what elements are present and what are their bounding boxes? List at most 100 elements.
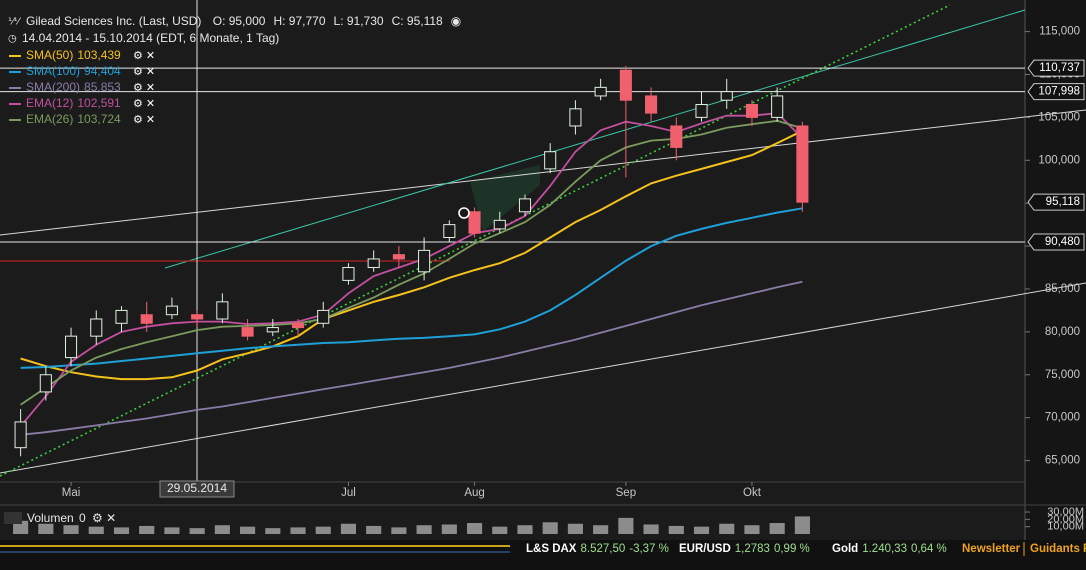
trend-line [0, 4, 951, 477]
volume-reading: 0 [79, 511, 86, 525]
ticker-item[interactable]: L&S DAX 8.527,50 -3,37 % [526, 543, 669, 555]
legend-controls[interactable]: ⚙ ✕ [133, 98, 155, 110]
volume-tick-label: 20,00M [1047, 513, 1084, 525]
candle-body [90, 318, 103, 337]
volume-bar [668, 525, 684, 534]
last-price-tag-label: 95,118 [1046, 196, 1080, 208]
y-tick-label: 70,000 [1045, 412, 1080, 424]
volume-bar [340, 523, 357, 534]
legend-name: SMA(50) [26, 48, 73, 62]
legend-name: EMA(26) [26, 112, 73, 126]
legend-name: EMA(12) [26, 96, 73, 110]
candle-body [619, 69, 632, 101]
ticker: L&S DAX 8.527,50 -3,37 % EUR/USD 1,2783 0,99 … [526, 542, 1086, 556]
y-tick-label: 85,000 [1045, 283, 1080, 295]
volume-bar [265, 528, 281, 534]
candle-body [216, 301, 229, 320]
x-tick-label: Aug [464, 487, 484, 499]
legend-swatch [9, 103, 21, 105]
ticker-item[interactable]: EUR/USD 1,2783 0,99 % [679, 543, 810, 555]
candle-body [569, 108, 582, 127]
settings-icon[interactable]: ⚙ ✕ [92, 511, 116, 525]
volume-bar [88, 526, 104, 534]
y-tick-label: 65,000 [1045, 455, 1080, 467]
legend-controls[interactable]: ⚙ ✕ [133, 66, 155, 78]
ticker-link[interactable]: Guidants P [1030, 543, 1086, 555]
volume-bar [366, 525, 382, 534]
candle-body [796, 125, 809, 203]
volume-bar [517, 525, 533, 534]
volume-bar [794, 516, 810, 534]
volume-bar [769, 523, 785, 534]
volume-bar [13, 520, 29, 534]
candle-body [266, 327, 279, 333]
legend-controls[interactable]: ⚙ ✕ [133, 114, 155, 126]
legend-value: 103,724 [77, 112, 121, 126]
plot: Mai Jul Aug Sep Okt [0, 65, 1025, 534]
volume-bar [139, 525, 155, 534]
crosshair-tag: 90,480 [1027, 233, 1085, 251]
crosshair-tag-label: 90,480 [1045, 236, 1080, 248]
legend-swatch [9, 119, 21, 121]
volume-tick-label: 30,00M [1047, 506, 1084, 518]
candle-body [115, 309, 128, 324]
price-line-tag-box [1027, 59, 1085, 77]
ticker-change: 0,99 % [774, 543, 810, 555]
indicator-line [20, 207, 803, 369]
candle-body [670, 125, 683, 148]
candle-body [645, 95, 658, 114]
volume-bar [391, 527, 407, 534]
volume-bar [466, 523, 483, 534]
volume-label: Volumen [27, 511, 74, 525]
volume-bar [618, 517, 634, 534]
volume-icon[interactable] [4, 512, 22, 524]
legend-name: SMA(200) [26, 80, 80, 94]
y-tick-label: 105,000 [1038, 111, 1080, 123]
candle-body [493, 219, 506, 230]
candle-body [342, 267, 355, 281]
channel-fill [470, 165, 540, 232]
last-price-tag-box [1027, 193, 1085, 211]
legend-value: 94,404 [84, 64, 121, 78]
legend-swatch [9, 55, 21, 57]
legend-controls[interactable]: ⚙ ✕ [133, 82, 155, 94]
chart-title: Gilead Sciences Inc. (Last, USD) [26, 14, 201, 28]
legend-entry: SMA(100) 94,404 [26, 64, 121, 78]
legend-entry: EMA(12) 102,591 [26, 96, 121, 110]
candle-body [392, 254, 405, 260]
candle-body [720, 91, 733, 101]
candle-body [64, 335, 78, 359]
candle-body [291, 322, 305, 329]
indicator-line [20, 280, 803, 436]
candle-body [518, 198, 532, 213]
volume-bar [567, 523, 583, 534]
legend-controls[interactable]: ⚙ ✕ [133, 50, 155, 62]
legend: SMA(50) 103,439 ⚙ ✕ SMA(100) 94,404 ⚙ ✕ SMA(20… [9, 48, 155, 126]
y-tick-label: 115,000 [1039, 26, 1080, 38]
legend-swatch [9, 71, 21, 73]
x-tick-label: Okt [743, 487, 762, 499]
candle-body [317, 309, 330, 324]
ohlc-label: C: 95,118 [392, 14, 443, 28]
legend-entry: SMA(200) 85,853 [26, 80, 121, 94]
ticker-price: 1,2783 [735, 543, 770, 555]
candle-body [418, 249, 431, 273]
candle-body [140, 314, 153, 324]
ticker-name: Gold [832, 543, 858, 555]
chart-header: Gilead Sciences Inc. (Last, USD) O: 95,0… [26, 14, 461, 28]
price-line-tag-box [1027, 83, 1085, 101]
ohlc-label: L: 91,730 [334, 14, 384, 28]
time-icon: ◷ [8, 34, 17, 45]
legend-value: 85,853 [84, 80, 121, 94]
candle-body [544, 151, 557, 170]
candle-body [745, 104, 759, 118]
legend-value: 102,591 [77, 96, 121, 110]
crosshair-date-box [159, 480, 235, 498]
legend-entry: EMA(26) 103,724 [26, 112, 121, 126]
volume-bar [593, 525, 609, 534]
volume-bar [315, 526, 331, 534]
x-tick-label: Mai [62, 487, 81, 499]
ticker-item[interactable]: Gold 1.240,33 0,64 % [832, 543, 947, 555]
ticker-link[interactable]: Newsletter [962, 543, 1021, 555]
